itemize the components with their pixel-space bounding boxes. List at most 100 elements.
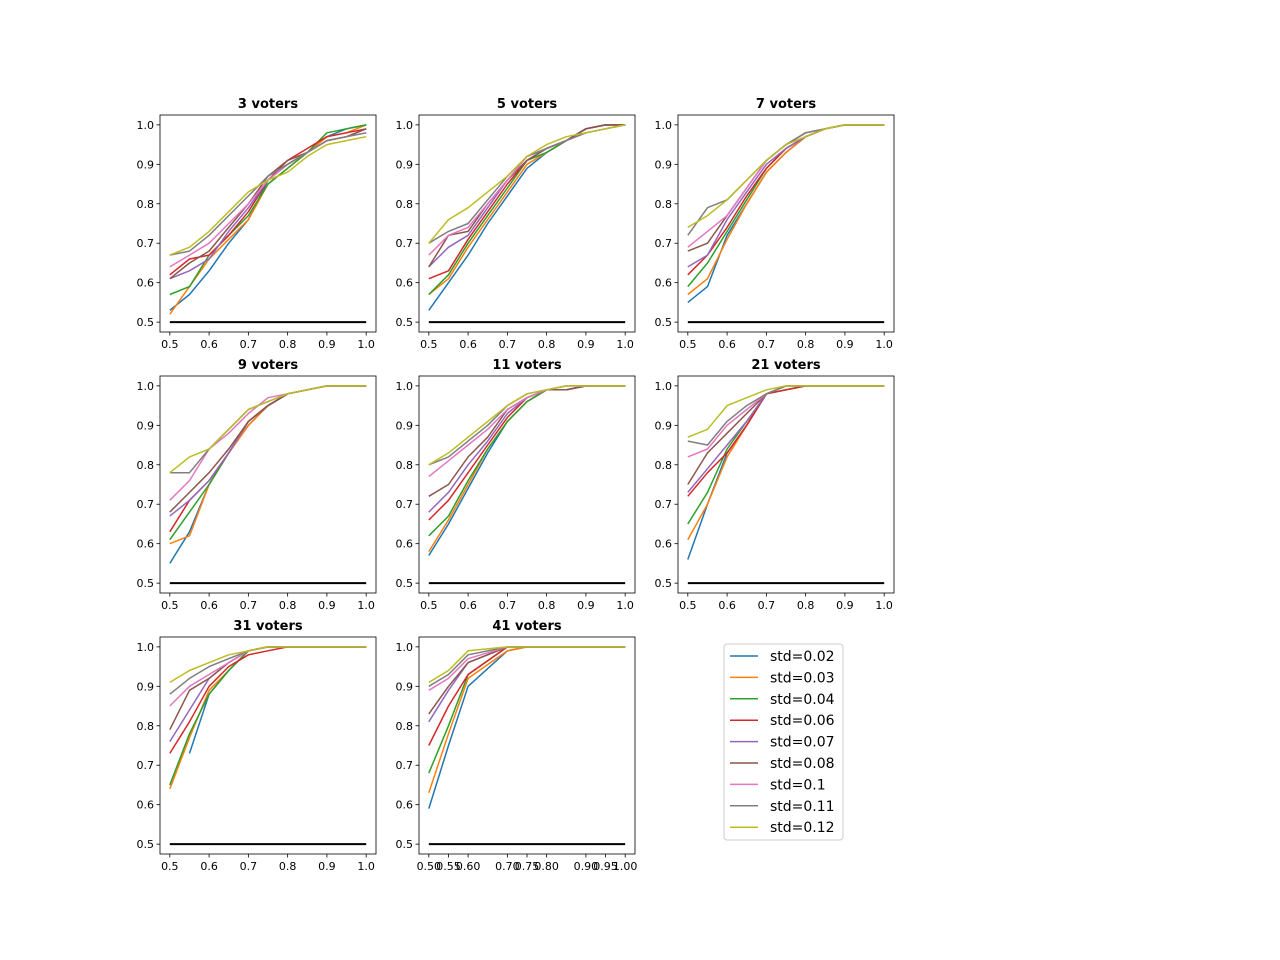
x-tick-label: 1.0 — [875, 338, 893, 351]
series-line-std-0-12 — [428, 646, 626, 684]
series-line-std-0-02 — [428, 124, 626, 311]
legend-label: std=0.02 — [770, 649, 835, 665]
x-tick-label: 1.0 — [357, 860, 375, 873]
y-tick-label: 1.0 — [396, 380, 414, 393]
legend-label: std=0.12 — [770, 820, 835, 836]
series-line-std-0-07 — [687, 124, 885, 268]
series-line-std-0-12 — [687, 385, 885, 438]
y-tick-label: 0.9 — [396, 419, 414, 432]
series-line-std-0-12 — [687, 124, 885, 229]
y-tick-label: 1.0 — [655, 119, 673, 132]
axes-frame — [418, 114, 636, 333]
y-tick-label: 0.9 — [137, 680, 155, 693]
x-tick-label: 0.9 — [836, 599, 854, 612]
series-line-std-0-03 — [428, 385, 626, 552]
x-tick-label: 0.90 — [574, 860, 599, 873]
x-tick-label: 0.5 — [679, 599, 697, 612]
series-line-std-0-04 — [687, 385, 885, 525]
y-tick-label: 0.6 — [137, 277, 155, 290]
subplot-5: 11 voters 0.5 0.6 0.7 0.8 0.9 1.0 0.5 0.6 0.7 0.8 0… — [396, 358, 636, 612]
y-tick-label: 0.8 — [655, 198, 673, 211]
subplot-title: 3 voters — [238, 97, 298, 112]
y-tick-label: 0.9 — [655, 158, 673, 171]
y-tick-label: 0.7 — [396, 237, 414, 250]
x-tick-label: 0.75 — [515, 860, 540, 873]
x-tick-label: 1.0 — [616, 338, 634, 351]
x-tick-label: 0.80 — [534, 860, 559, 873]
legend-label: std=0.07 — [770, 735, 835, 751]
axes-frame — [159, 375, 377, 594]
series-line-std-0-12 — [169, 135, 367, 256]
x-tick-label: 0.5 — [161, 338, 179, 351]
y-tick-label: 0.9 — [396, 158, 414, 171]
x-tick-label: 0.7 — [758, 599, 776, 612]
series-line-std-0-03 — [169, 646, 367, 790]
y-tick-label: 0.8 — [137, 198, 155, 211]
x-tick-label: 0.5 — [161, 860, 179, 873]
y-tick-label: 0.8 — [137, 459, 155, 472]
x-tick-label: 0.7 — [758, 338, 776, 351]
legend-label: std=0.04 — [770, 692, 835, 708]
subplot-3: 7 voters 0.5 0.6 0.7 0.8 0.9 1.0 0.5 0.6 0.7 0.8 0.… — [655, 97, 895, 351]
subplot-title: 5 voters — [497, 97, 557, 112]
series-line-std-0-02 — [687, 124, 885, 303]
series-line-std-0-1 — [428, 124, 626, 256]
x-tick-label: 0.8 — [279, 599, 297, 612]
y-tick-label: 0.8 — [396, 198, 414, 211]
series-line-std-0-11 — [169, 646, 367, 695]
x-tick-label: 0.8 — [797, 599, 815, 612]
y-tick-label: 0.6 — [137, 799, 155, 812]
x-tick-label: 0.9 — [577, 599, 595, 612]
axes-frame — [418, 636, 636, 855]
series-line-std-0-02 — [188, 646, 367, 754]
x-tick-label: 0.6 — [718, 338, 736, 351]
legend-label: std=0.1 — [770, 777, 826, 793]
x-tick-label: 0.7 — [240, 860, 258, 873]
series-line-std-0-08 — [169, 646, 367, 731]
legend-label: std=0.06 — [770, 713, 835, 729]
legend-box — [723, 643, 844, 841]
y-tick-label: 0.7 — [655, 498, 673, 511]
axes-frame — [677, 375, 895, 594]
series-line-std-0-1 — [169, 646, 367, 707]
x-tick-label: 0.60 — [456, 860, 481, 873]
x-tick-label: 0.6 — [200, 860, 218, 873]
x-tick-label: 0.55 — [436, 860, 461, 873]
series-line-std-0-07 — [169, 646, 367, 742]
y-tick-label: 1.0 — [137, 380, 155, 393]
y-tick-label: 0.5 — [655, 577, 673, 590]
y-tick-label: 0.5 — [137, 316, 155, 329]
series-line-std-0-08 — [169, 128, 367, 280]
y-tick-label: 0.5 — [137, 577, 155, 590]
series-line-std-0-03 — [169, 124, 367, 315]
series-line-std-0-07 — [428, 124, 626, 268]
subplot-1: 3 voters 0.5 0.6 0.7 0.8 0.9 1.0 0.5 0.6 0.7 0.8 0.… — [137, 97, 377, 351]
series-line-std-0-07 — [687, 385, 885, 493]
x-tick-label: 0.8 — [538, 599, 556, 612]
x-tick-label: 0.6 — [718, 599, 736, 612]
y-tick-label: 0.9 — [655, 419, 673, 432]
series-line-std-0-1 — [428, 385, 626, 478]
series-line-std-0-04 — [428, 646, 626, 774]
subplot-4: 9 voters 0.5 0.6 0.7 0.8 0.9 1.0 0.5 0.6 0.7 0.8 0.… — [137, 358, 377, 612]
y-tick-label: 0.7 — [396, 498, 414, 511]
x-tick-label: 0.95 — [593, 860, 618, 873]
series-line-std-0-12 — [169, 385, 367, 474]
x-tick-label: 0.6 — [459, 599, 477, 612]
y-tick-label: 0.7 — [655, 237, 673, 250]
x-tick-label: 0.5 — [161, 599, 179, 612]
series-line-std-0-02 — [687, 385, 885, 560]
y-tick-label: 0.7 — [396, 759, 414, 772]
x-tick-label: 0.9 — [318, 338, 336, 351]
y-tick-label: 0.9 — [137, 419, 155, 432]
x-tick-label: 0.5 — [679, 338, 697, 351]
x-tick-label: 0.7 — [499, 599, 517, 612]
x-tick-label: 0.9 — [577, 338, 595, 351]
y-tick-label: 0.6 — [137, 538, 155, 551]
y-tick-label: 0.6 — [396, 538, 414, 551]
x-tick-label: 1.0 — [357, 338, 375, 351]
y-tick-label: 0.8 — [396, 459, 414, 472]
series-line-std-0-06 — [169, 646, 367, 754]
series-line-std-0-07 — [428, 646, 626, 723]
